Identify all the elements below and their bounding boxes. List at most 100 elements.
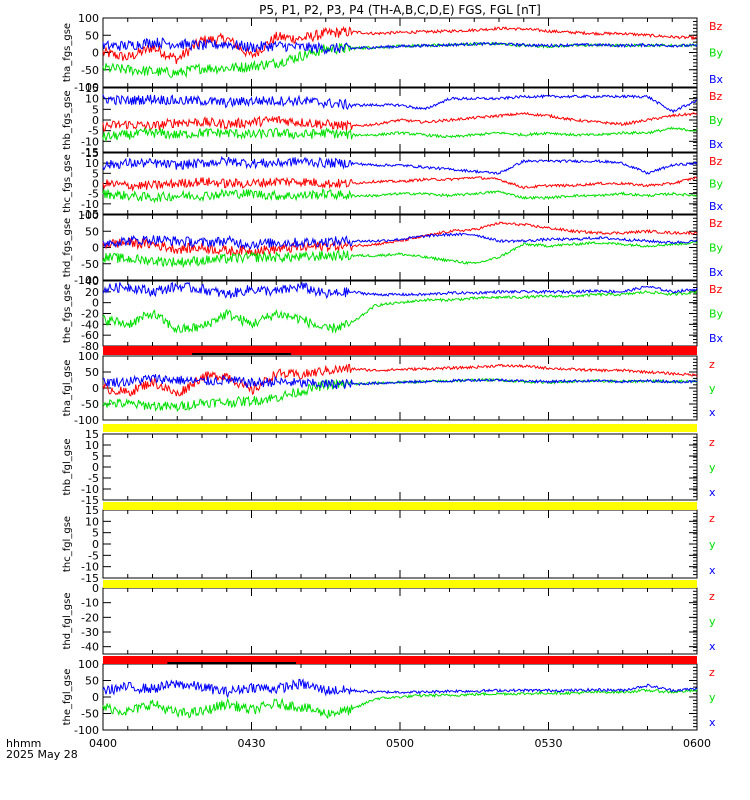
y-tick-label: -15	[81, 572, 99, 585]
legend-entry-z: Bz	[709, 90, 723, 103]
status-bar	[103, 580, 697, 588]
y-tick-label: -5	[88, 125, 99, 138]
legend-entry-y: y	[709, 382, 716, 395]
legend-entry-y: y	[709, 538, 716, 551]
y-tick-label: -100	[74, 81, 99, 94]
panel-frame	[102, 509, 698, 579]
series-z	[102, 176, 698, 192]
y-tick-label: -100	[74, 724, 99, 737]
series-x	[102, 374, 698, 390]
panel-frame	[102, 17, 698, 88]
y-tick-label: -20	[81, 611, 99, 624]
y-axis-label: thd_fgl_gse	[62, 593, 73, 650]
legend-entry-x: x	[709, 486, 716, 499]
legend-entry-y: y	[709, 615, 716, 628]
y-tick-label: 0	[92, 47, 99, 60]
series-x	[102, 155, 698, 175]
y-tick-label: 0	[92, 461, 99, 474]
legend-entry-x: x	[709, 640, 716, 653]
y-tick-label: -10	[81, 198, 99, 211]
legend-entry-z: z	[709, 666, 715, 679]
y-tick-label: 100	[78, 350, 99, 363]
y-tick-label: -15	[81, 146, 99, 159]
y-tick-label: 0	[92, 382, 99, 395]
legend-entry-y: By	[709, 178, 724, 191]
legend-entry-x: Bx	[709, 73, 724, 86]
panel-frame	[102, 433, 698, 501]
panel-frame	[102, 355, 698, 421]
y-axis-label: thc_fgl_gse	[62, 516, 73, 572]
y-axis-label: tha_fgs_gse	[62, 23, 73, 82]
date-label: 2025 May 28	[6, 748, 78, 761]
y-axis-label: thb_fgs_gse	[62, 90, 73, 149]
x-tick-label: 0600	[683, 737, 711, 750]
y-tick-label: 15	[85, 82, 99, 95]
legend-entry-z: z	[709, 590, 715, 603]
legend-entry-y: y	[709, 691, 716, 704]
y-tick-label: 100	[78, 209, 99, 222]
series-x	[102, 678, 698, 699]
y-tick-label: -50	[81, 64, 99, 77]
series-y	[102, 188, 698, 204]
legend-entry-y: By	[709, 114, 724, 127]
y-tick-label: 50	[85, 29, 99, 42]
status-bar-segment	[167, 662, 297, 664]
series-x	[102, 232, 698, 250]
status-bar	[103, 656, 697, 664]
y-tick-label: 0	[92, 297, 99, 310]
y-tick-label: -50	[81, 708, 99, 721]
series-z	[102, 111, 698, 133]
legend-entry-z: Bz	[709, 217, 723, 230]
y-tick-label: -5	[88, 549, 99, 562]
y-tick-label: 100	[78, 12, 99, 25]
y-tick-label: -10	[81, 483, 99, 496]
y-tick-label: 0	[92, 582, 99, 595]
series-y	[102, 41, 698, 79]
y-tick-label: 5	[92, 527, 99, 540]
y-tick-label: 40	[85, 275, 99, 288]
panel-frame	[102, 587, 698, 655]
y-tick-label: 50	[85, 225, 99, 238]
y-tick-label: 10	[85, 157, 99, 170]
series-x	[102, 37, 698, 56]
y-tick-label: 0	[92, 691, 99, 704]
series-x	[102, 94, 698, 114]
legend-entry-y: By	[709, 242, 724, 255]
y-tick-label: -40	[81, 641, 99, 654]
legend-entry-x: Bx	[709, 200, 724, 213]
y-tick-label: 0	[92, 242, 99, 255]
y-tick-label: 20	[85, 286, 99, 299]
legend-entry-y: By	[709, 308, 724, 321]
y-tick-label: 100	[78, 658, 99, 671]
series-x	[102, 281, 698, 299]
y-tick-label: 10	[85, 439, 99, 452]
y-tick-label: 0	[92, 538, 99, 551]
y-tick-label: 0	[92, 178, 99, 191]
legend-entry-y: y	[709, 461, 716, 474]
legend-entry-z: z	[709, 512, 715, 525]
legend-entry-x: Bx	[709, 332, 724, 345]
y-tick-label: -80	[81, 340, 99, 353]
status-bar-segment	[192, 353, 292, 355]
y-tick-label: -10	[81, 597, 99, 610]
legend-entry-x: x	[709, 406, 716, 419]
y-tick-label: -30	[81, 626, 99, 639]
y-axis-label: thb_fgl_gse	[62, 439, 73, 496]
series-z	[102, 25, 698, 65]
legend-entry-x: x	[709, 716, 716, 729]
x-tick-label: 0530	[535, 737, 563, 750]
time-format-label: hhmm	[6, 737, 41, 750]
y-tick-label: -40	[81, 318, 99, 331]
y-tick-label: -20	[81, 308, 99, 321]
x-tick-label: 0430	[238, 737, 266, 750]
y-tick-label: 5	[92, 103, 99, 116]
legend-entry-x: x	[709, 564, 716, 577]
panel-thd_fgl_gse: 0 -10-20 -30 -40 thd_fgl_gse zyx	[62, 582, 716, 655]
